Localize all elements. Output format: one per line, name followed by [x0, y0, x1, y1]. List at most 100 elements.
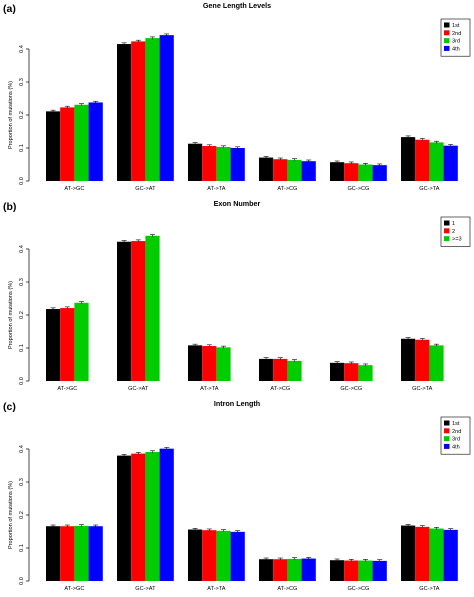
bar — [46, 526, 61, 581]
y-tick-label: 0.4 — [19, 245, 25, 253]
bar — [131, 241, 146, 381]
panel-a: (a) Gene Length Levels Proportion of mutat… — [3, 1, 471, 192]
bar — [358, 560, 373, 581]
bar — [443, 529, 458, 581]
x-tick-label: GC->TA — [412, 386, 433, 392]
y-tick-label: 0.2 — [19, 511, 25, 519]
bar — [230, 531, 245, 581]
bar — [60, 526, 75, 581]
bar — [117, 241, 132, 381]
legend-label: 2 — [452, 229, 455, 235]
bar — [287, 360, 302, 381]
x-tick-label: AT->GC — [64, 586, 84, 592]
bar — [415, 339, 430, 381]
chart-title: Gene Length Levels — [203, 1, 271, 10]
y-tick-label: 0.3 — [19, 478, 25, 486]
bar — [131, 41, 146, 181]
legend-swatch — [444, 420, 450, 426]
bar — [188, 345, 203, 381]
bar — [145, 235, 160, 381]
bar — [344, 163, 359, 181]
x-tick-label: GC->CG — [347, 186, 369, 192]
legend-label: 3rd — [452, 39, 460, 45]
panel-b: (b) Exon Number Proportion of mutations (%… — [3, 199, 471, 392]
y-axis-label: Proportion of mutations (%) — [8, 281, 14, 349]
legend-label: 1st — [452, 421, 460, 427]
x-tick-label: AT->TA — [207, 586, 226, 592]
bar — [145, 38, 160, 181]
bar — [287, 558, 302, 581]
legend-label: 4th — [452, 445, 460, 451]
bar — [259, 358, 274, 381]
y-tick-label: 0.4 — [19, 445, 25, 453]
bar — [415, 526, 430, 581]
y-tick-label: 0.1 — [19, 144, 25, 152]
panel-letter: (a) — [3, 3, 16, 15]
bar — [330, 162, 345, 181]
bar — [202, 530, 217, 581]
legend-label: 4th — [452, 47, 460, 53]
bar — [216, 347, 231, 381]
y-axis-label: Proportion of mutations (%) — [8, 81, 14, 149]
x-tick-label: AT->GC — [64, 186, 84, 192]
legend-swatch — [444, 30, 450, 36]
bar — [287, 159, 302, 181]
panel-c: (c) Intron Length Proportion of mutations … — [3, 399, 471, 592]
bar — [202, 146, 217, 181]
x-tick-label: AT->CG — [277, 586, 297, 592]
bar — [88, 526, 103, 581]
bar — [188, 143, 203, 181]
legend-swatch — [444, 443, 450, 449]
bar — [273, 358, 288, 381]
bar — [429, 528, 444, 581]
bar — [259, 157, 274, 181]
bar — [117, 44, 132, 181]
y-tick-label: 0.1 — [19, 544, 25, 552]
y-tick-label: 0.4 — [19, 45, 25, 53]
x-tick-label: AT->CG — [277, 186, 297, 192]
bar — [330, 362, 345, 381]
bar — [443, 145, 458, 181]
legend-swatch — [444, 228, 450, 234]
panel-letter: (c) — [3, 401, 16, 413]
x-tick-label: AT->TA — [200, 386, 219, 392]
bar — [60, 308, 75, 381]
legend-swatch — [444, 38, 450, 44]
bar — [330, 560, 345, 581]
bar — [216, 147, 231, 181]
bar — [60, 107, 75, 181]
y-tick-label: 0.0 — [19, 377, 25, 385]
bar — [46, 309, 61, 381]
bar — [415, 139, 430, 181]
legend-swatch — [444, 236, 450, 242]
legend-swatch — [444, 428, 450, 434]
x-tick-label: GC->CG — [340, 386, 362, 392]
bar — [401, 525, 416, 581]
x-tick-label: GC->AT — [135, 586, 156, 592]
bar — [74, 525, 89, 581]
legend-swatch — [444, 45, 450, 51]
bar — [372, 560, 387, 581]
legend-swatch — [444, 220, 450, 226]
x-tick-label: GC->AT — [135, 186, 156, 192]
legend-label: 1 — [452, 221, 455, 227]
chart-title: Exon Number — [214, 199, 261, 208]
y-tick-label: 0.3 — [19, 278, 25, 286]
x-tick-label: GC->CG — [347, 586, 369, 592]
x-tick-label: AT->TA — [207, 186, 226, 192]
legend-label: 3rd — [452, 437, 460, 443]
bar — [344, 560, 359, 581]
y-tick-label: 0.3 — [19, 78, 25, 86]
bar — [429, 345, 444, 381]
y-axis-label: Proportion of mutations (%) — [8, 481, 14, 549]
y-tick-label: 0.0 — [19, 577, 25, 585]
bar — [46, 111, 61, 181]
legend-label: >=3 — [452, 237, 462, 243]
legend-swatch — [444, 436, 450, 442]
panel-letter: (b) — [3, 201, 16, 213]
y-tick-label: 0.2 — [19, 311, 25, 319]
bar — [401, 137, 416, 181]
bar — [358, 365, 373, 381]
bar — [188, 529, 203, 581]
